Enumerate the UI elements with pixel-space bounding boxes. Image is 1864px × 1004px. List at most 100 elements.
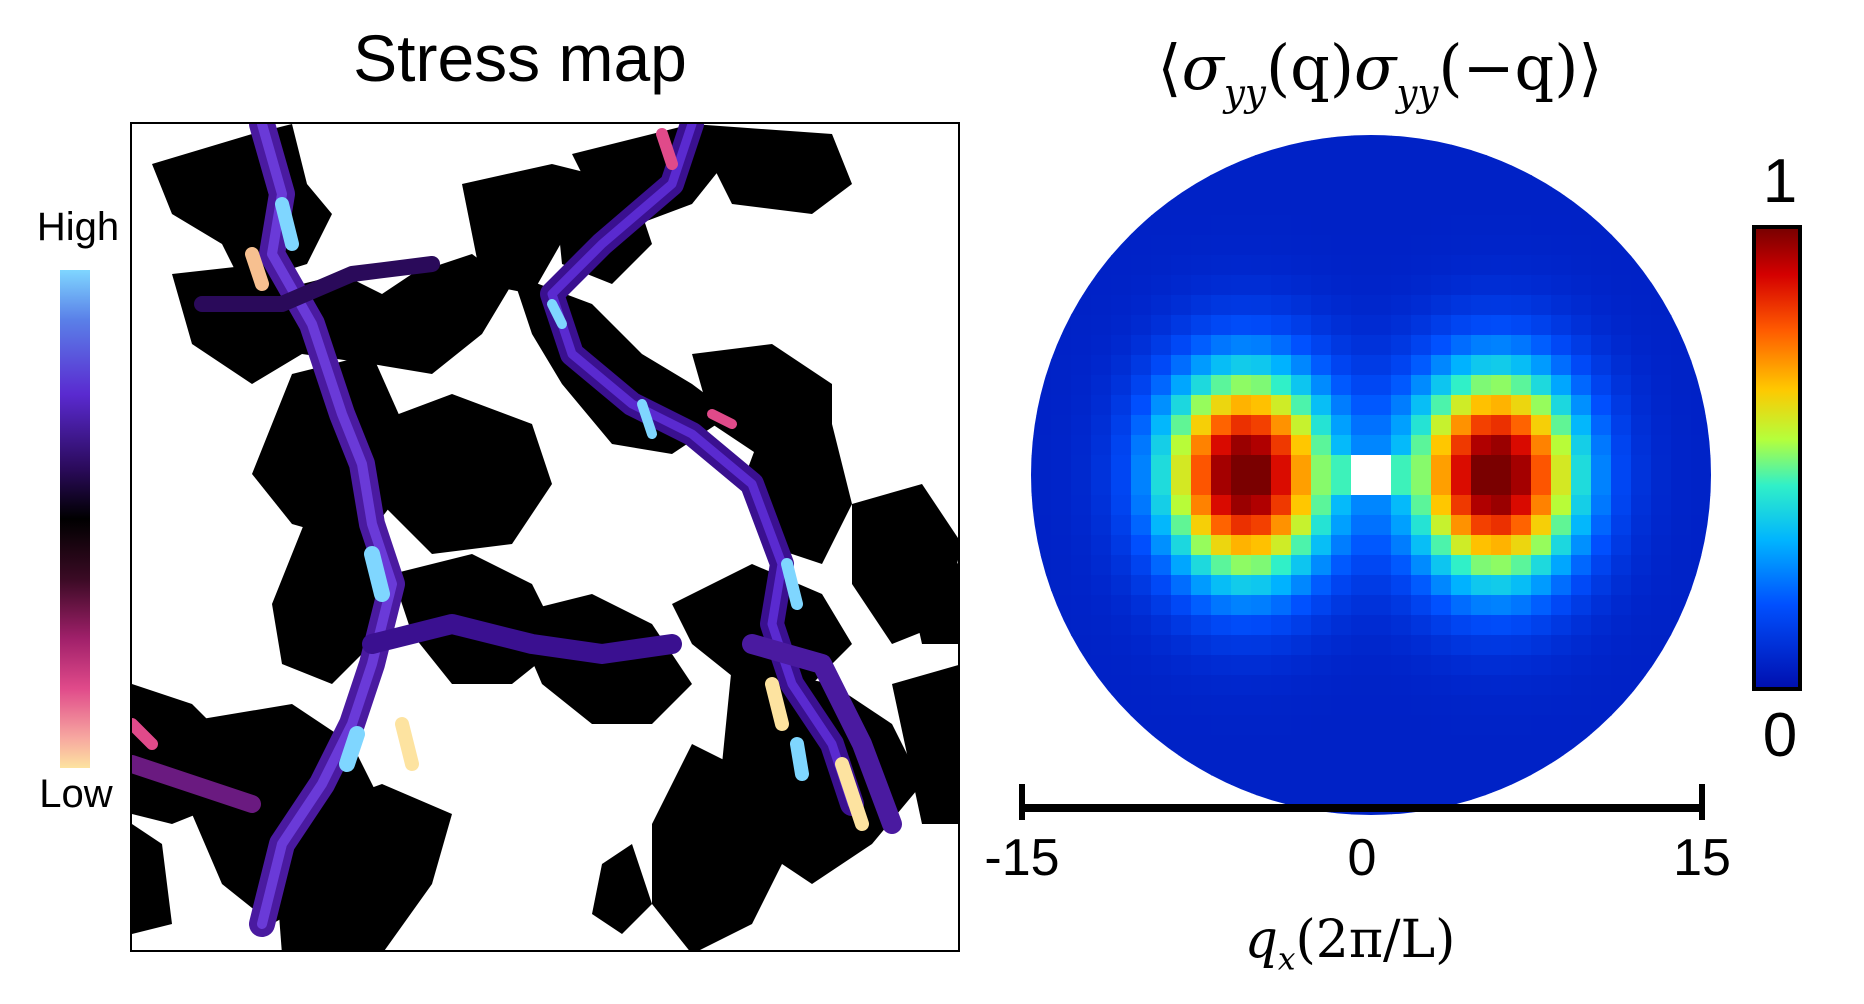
heatmap-cell [1471,435,1492,456]
heatmap-cell [1671,375,1692,396]
heatmap-cell [1191,395,1212,416]
heatmap-cell [1091,435,1112,456]
heatmap-cell [1031,235,1052,256]
heatmap-cell [1551,255,1572,276]
heatmap-cell [1031,635,1052,656]
heatmap-cell [1631,695,1652,716]
heatmap-cell [1591,195,1612,216]
heatmap-cell [1271,755,1292,776]
heatmap-cell [1651,195,1672,216]
heatmap-cell [1571,695,1592,716]
heatmap-cell [1351,455,1372,476]
heatmap-cell [1691,135,1711,156]
heatmap-cell [1211,695,1232,716]
heatmap-cell [1271,475,1292,496]
heatmap-cell [1451,575,1472,596]
heatmap-cell [1491,635,1512,656]
heatmap-cell [1371,275,1392,296]
heatmap-cell [1591,135,1612,156]
heatmap-cell [1651,135,1672,156]
heatmap-cell [1451,395,1472,416]
heatmap-cell [1411,695,1432,716]
heatmap-cell [1111,315,1132,336]
heatmap-cell [1051,355,1072,376]
heatmap-cell [1251,295,1272,316]
heatmap-cell [1571,475,1592,496]
heatmap-cell [1291,775,1312,796]
heatmap-cell [1671,195,1692,216]
heatmap-cell [1191,215,1212,236]
heatmap-cell [1511,635,1532,656]
heatmap-cell [1031,655,1052,676]
heatmap-cell [1051,595,1072,616]
heatmap-cell [1251,635,1272,656]
heatmap-cell [1471,295,1492,316]
heatmap-cell [1491,615,1512,636]
heatmap-cell [1631,455,1652,476]
heatmap-cell [1091,735,1112,756]
heatmap-cell [1231,135,1252,156]
heatmap-cell [1591,355,1612,376]
heatmap-cell [1531,515,1552,536]
heatmap-cell [1231,215,1252,236]
heatmap-cell [1251,375,1272,396]
heatmap-cell [1291,235,1312,256]
heatmap-cell [1311,715,1332,736]
heatmap-cell [1291,675,1312,696]
heatmap-cell [1271,195,1292,216]
heatmap-cell [1031,435,1052,456]
heatmap-cell [1291,435,1312,456]
heatmap-cell [1231,555,1252,576]
heatmap-cell [1491,675,1512,696]
heatmap-cell [1511,455,1532,476]
heatmap-cell [1071,215,1092,236]
heatmap-cell [1551,315,1572,336]
heatmap-cell [1191,435,1212,456]
heatmap-cell [1271,595,1292,616]
heatmap-cell [1531,175,1552,196]
heatmap-cell [1191,595,1212,616]
heatmap-cell [1431,195,1452,216]
heatmap-cell [1691,295,1711,316]
heatmap-cell [1571,455,1592,476]
colorbar-max-label: 1 [1762,147,1798,216]
heatmap-cell [1691,395,1711,416]
heatmap-cell [1131,635,1152,656]
heatmap-cell [1571,235,1592,256]
colorbar-min-label: 0 [1762,701,1798,770]
heatmap-cell [1131,295,1152,316]
heatmap-cell [1631,475,1652,496]
heatmap-cell [1031,275,1052,296]
heatmap-cell [1571,735,1592,756]
heatmap-cell [1431,475,1452,496]
heatmap-cell [1351,655,1372,676]
heatmap-cell [1051,135,1072,156]
heatmap-cell [1211,195,1232,216]
heatmap-cell [1051,555,1072,576]
heatmap-cell [1231,615,1252,636]
heatmap-cell [1351,575,1372,596]
colorbar-low-label: Low [39,772,113,816]
heatmap-cell [1451,275,1472,296]
heatmap-cell [1251,155,1272,176]
heatmap-cell [1311,555,1332,576]
heatmap-cell [1471,335,1492,356]
heatmap-cell [1191,335,1212,356]
heatmap-cell [1371,675,1392,696]
heatmap-cell [1371,515,1392,536]
heatmap-cell [1031,295,1052,316]
heatmap-cell [1411,255,1432,276]
heatmap-cell [1451,295,1472,316]
heatmap-cell [1091,715,1112,736]
heatmap-cell [1311,135,1332,156]
heatmap-cell [1611,135,1632,156]
heatmap-cell [1171,635,1192,656]
heatmap-cell [1611,695,1632,716]
heatmap-cell [1271,295,1292,316]
heatmap-cell [1571,635,1592,656]
heatmap-cell [1331,175,1352,196]
heatmap-cell [1611,295,1632,316]
heatmap-cell [1171,735,1192,756]
heatmap-cell [1151,615,1172,636]
heatmap-cell [1571,395,1592,416]
